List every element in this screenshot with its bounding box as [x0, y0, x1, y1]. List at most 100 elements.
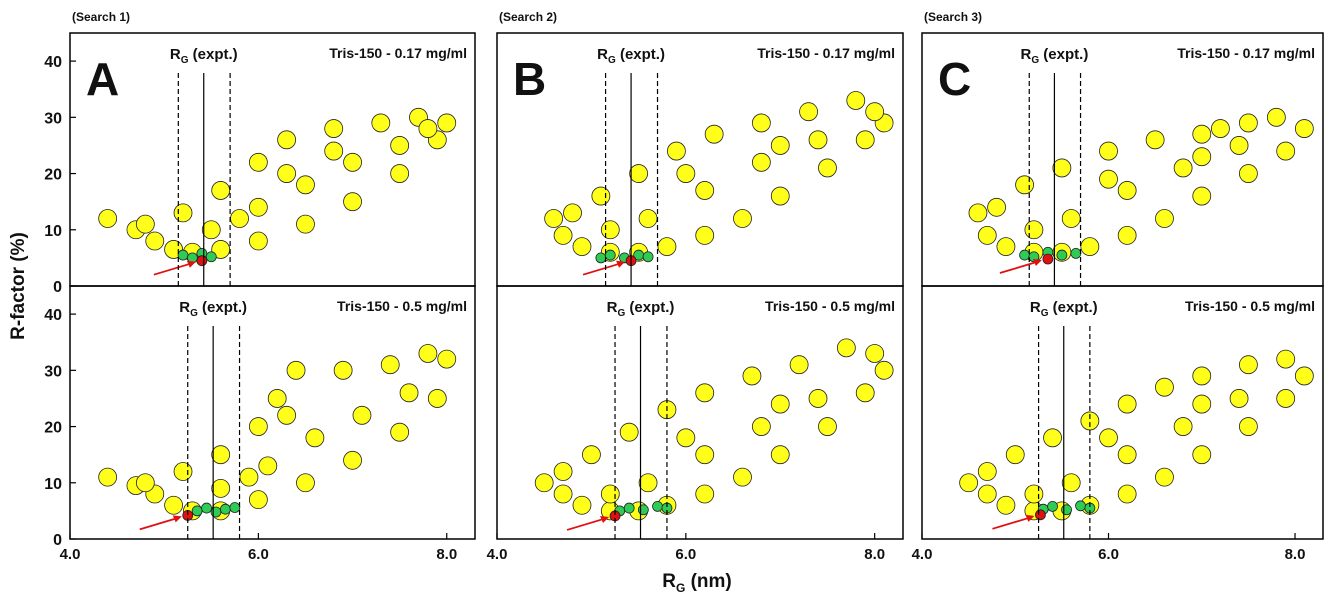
point	[1024, 484, 1044, 504]
point	[666, 141, 686, 161]
point	[704, 124, 724, 144]
point	[1192, 445, 1212, 465]
condition: Tris-150 - 0.17 mg/ml	[757, 45, 895, 61]
point	[324, 141, 344, 161]
point	[145, 231, 165, 251]
point	[173, 203, 193, 223]
point	[277, 405, 297, 425]
point	[371, 113, 391, 133]
point	[751, 152, 771, 172]
point	[1173, 158, 1193, 178]
point	[1035, 509, 1046, 521]
point	[600, 220, 620, 240]
rg-rest: (expt.)	[1048, 299, 1097, 316]
point	[695, 225, 715, 245]
point	[1229, 136, 1249, 155]
point	[600, 484, 620, 504]
search-label: (Search 1)	[72, 10, 130, 24]
point	[695, 181, 715, 200]
x-tick-label: 6.0	[248, 546, 269, 563]
point	[770, 445, 790, 465]
x-tick-label: 6.0	[675, 546, 696, 563]
point	[211, 478, 231, 498]
arrow-head	[186, 260, 196, 268]
point	[1070, 247, 1082, 259]
point	[642, 251, 654, 263]
y-tick-label: 40	[44, 54, 62, 71]
point	[1192, 366, 1212, 386]
rg-rest: (expt.)	[616, 46, 665, 63]
y-tick-label: 10	[44, 476, 62, 493]
point	[770, 136, 790, 155]
point	[1266, 107, 1286, 127]
point	[1080, 411, 1100, 431]
rg-rest: (expt.)	[1039, 46, 1088, 63]
point	[352, 405, 372, 425]
rg-rest: (expt.)	[198, 299, 247, 316]
point	[164, 495, 184, 515]
rg-rest: (expt.)	[188, 46, 237, 63]
point	[201, 502, 212, 514]
point	[572, 495, 592, 515]
rg-sub: G	[1041, 308, 1049, 319]
point	[733, 467, 752, 487]
x-tick-label: 4.0	[60, 546, 81, 563]
point	[637, 504, 649, 516]
arrow	[153, 261, 195, 276]
point	[818, 158, 837, 178]
point	[619, 422, 639, 442]
point	[1019, 249, 1030, 261]
x-label-rest: (nm)	[685, 571, 731, 592]
point	[258, 456, 278, 476]
point	[437, 349, 457, 369]
panel-letter: C	[938, 53, 971, 105]
point	[553, 462, 573, 481]
rg-label: RG (expt.)	[170, 46, 238, 66]
point	[968, 203, 988, 223]
point	[977, 225, 997, 245]
point	[1192, 147, 1212, 167]
point	[855, 130, 875, 150]
y-tick-label: 30	[44, 110, 62, 127]
y-tick-label: 30	[44, 363, 62, 380]
point	[296, 473, 315, 493]
rg-label: RG (expt.)	[1021, 46, 1089, 66]
point	[629, 164, 649, 183]
point	[1047, 500, 1058, 512]
point	[582, 445, 601, 465]
point	[638, 473, 658, 493]
point	[277, 130, 297, 150]
x-tick-label: 8.0	[436, 546, 457, 563]
rg-main: R	[597, 46, 608, 63]
point	[563, 203, 582, 223]
search-label: (Search 3)	[924, 10, 982, 24]
point	[248, 231, 268, 251]
plot-area	[98, 344, 457, 521]
point	[751, 417, 771, 436]
point	[1117, 225, 1137, 245]
point	[390, 164, 410, 183]
point	[652, 500, 663, 512]
frame	[921, 32, 1324, 287]
rg-main: R	[179, 299, 190, 316]
point	[205, 251, 217, 263]
rg-main: R	[170, 46, 181, 63]
panel-letter: A	[86, 53, 119, 105]
y-tick-label: 0	[53, 532, 62, 549]
point	[695, 484, 715, 504]
panel: RG (expt.) Tris-150 - 0.5 mg/ml 0 10 20 30 40 4…	[44, 285, 476, 563]
point	[1294, 119, 1314, 138]
point	[248, 490, 268, 510]
plot-area	[959, 349, 1314, 521]
point	[874, 360, 894, 380]
point	[1229, 389, 1249, 408]
point	[399, 383, 419, 403]
point	[380, 355, 400, 375]
point	[1061, 209, 1081, 228]
frame	[69, 285, 476, 540]
x-tick-label: 6.0	[1098, 546, 1119, 563]
arrow	[999, 260, 1041, 274]
point	[808, 130, 828, 150]
condition: Tris-150 - 0.5 mg/ml	[765, 298, 895, 314]
